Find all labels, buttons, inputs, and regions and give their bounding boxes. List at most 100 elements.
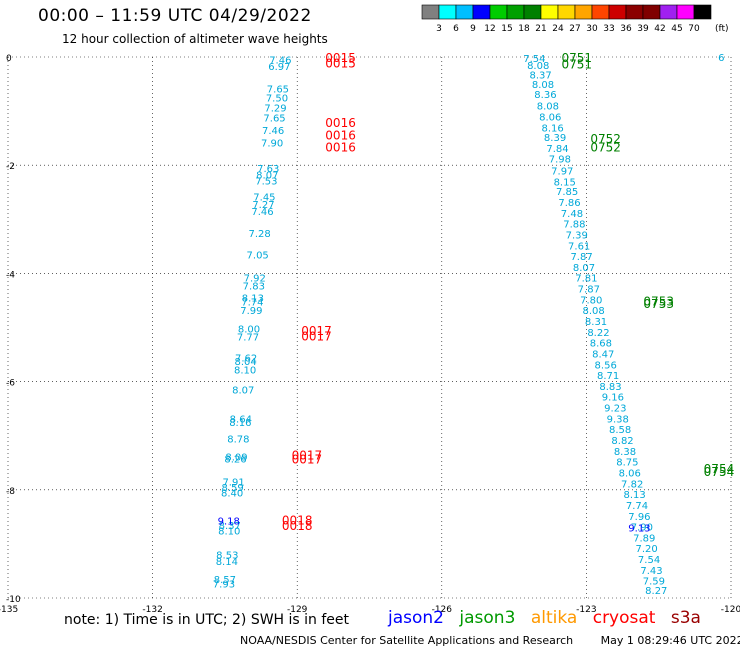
data-point-label: 7.48 [561, 209, 583, 220]
data-point-label: 7.54 [638, 555, 660, 566]
time-label: 0016 [325, 140, 356, 154]
colorbar-label: 3 [436, 24, 442, 34]
data-point-label: 7.77 [237, 333, 259, 344]
data-point-label: 7.99 [240, 306, 262, 317]
colorbar-label: 39 [637, 24, 649, 34]
time-label: 0753 [643, 297, 674, 311]
data-point-label: 7.59 [643, 577, 665, 588]
data-point-label: 7.96 [628, 512, 650, 523]
data-point-label: 9.16 [602, 393, 624, 404]
data-point-label: 7.74 [626, 501, 648, 512]
footer-date: May 1 08:29:46 UTC 2022 [600, 634, 740, 647]
time-label: 0754 [704, 462, 735, 476]
data-point-label: 8.08 [532, 80, 554, 91]
x-tick-label: -132 [142, 605, 162, 615]
data-point-label: 9.23 [604, 404, 626, 415]
note-text: note: 1) Time is in UTC; 2) SWH is in fe… [64, 612, 350, 628]
data-point-label: 8.78 [227, 434, 249, 445]
data-point-label: 7.83 [243, 281, 265, 292]
data-point-label: 8.37 [219, 521, 241, 532]
data-point-label: 6 [718, 53, 724, 64]
data-point-label: 6.97 [268, 62, 290, 73]
data-point-label: 7.28 [248, 229, 270, 240]
data-point-label: 7.97 [551, 167, 573, 178]
footer-org: NOAA/NESDIS Center for Satellite Applica… [240, 634, 574, 647]
data-point-label: 8.06 [619, 468, 641, 479]
data-point-label: 7.45 [253, 193, 275, 204]
data-point-label: 7.87 [578, 285, 600, 296]
data-point-label: 8.26 [224, 454, 246, 465]
color-scale-bar: 3 6 9 12 15 18 21 24 27 30 33 36 39 42 45 70 (ft) [421, 4, 729, 34]
data-point-label: 7.85 [556, 187, 578, 198]
data-point-label: 8.16 [229, 418, 251, 429]
data-point-label: 7.27 [252, 200, 274, 211]
y-tick-label: -2 [6, 162, 15, 172]
data-point-label: 8.08 [537, 102, 559, 113]
data-point-label: 8.39 [544, 133, 566, 144]
data-point-label: 8.59 [221, 483, 243, 494]
data-point-label: 7.88 [563, 220, 585, 231]
data-point-label: 8.22 [587, 328, 609, 339]
data-point-label: 7.81 [575, 274, 597, 285]
data-point-label: 8.08 [527, 61, 549, 72]
data-point-label: 7.62 [235, 353, 257, 364]
data-point-label: 8.13 [242, 294, 264, 305]
chart-subtitle: 12 hour collection of altimeter wave hei… [62, 32, 328, 46]
data-point-label: 8.13 [623, 490, 645, 501]
data-point-label: 7.90 [261, 138, 283, 149]
legend-cryosat: cryosat [592, 608, 656, 628]
data-point-label: 7.65 [267, 84, 289, 95]
satellite-legend: jason2 jason3 altika cryosat s3a [388, 608, 711, 628]
time-label: 0018 [282, 514, 313, 528]
colorbar-label: 24 [552, 24, 564, 34]
chart-title: 00:00 – 11:59 UTC 04/29/2022 [38, 6, 312, 26]
y-tick-label: -6 [6, 379, 15, 389]
data-point-label: 7.63 [257, 164, 279, 175]
data-point-label: 7.87 [570, 252, 592, 263]
data-point-label: 7.98 [549, 155, 571, 166]
colorbar-label: 33 [603, 24, 614, 34]
colorbar-swatch [693, 4, 712, 20]
time-label: 0016 [325, 128, 356, 142]
data-point-label: 7.39 [566, 230, 588, 241]
data-point-label: 7.46 [251, 207, 273, 218]
time-label: 0751 [561, 57, 592, 71]
data-point-label: 8.71 [597, 371, 619, 382]
data-point-label: 7.46 [269, 56, 291, 67]
time-label: 0752 [590, 132, 621, 146]
colorbar-label: 42 [654, 24, 665, 34]
data-point-label: 7.90 [631, 523, 653, 534]
data-point-label: 8.53 [216, 551, 238, 562]
y-tick-label: -8 [6, 487, 15, 497]
data-point-label: 8.38 [614, 447, 636, 458]
colorbar-label: 9 [470, 24, 476, 34]
colorbar-label: 18 [518, 24, 530, 34]
data-point-label: 8.36 [534, 90, 556, 101]
data-point-label: 7.50 [266, 94, 288, 105]
x-tick-label: -120 [721, 605, 740, 615]
data-point-label: 8.83 [599, 382, 621, 393]
data-point-label: 7.53 [255, 176, 277, 187]
legend-jason2: jason2 [388, 608, 444, 628]
data-point-label: 7.91 [222, 478, 244, 489]
legend-jason3: jason3 [459, 608, 516, 628]
time-label: 0015 [325, 56, 356, 70]
data-point-label: 7.84 [546, 144, 568, 155]
data-point-label: 7.46 [262, 126, 284, 137]
time-label: 0017 [301, 330, 332, 344]
colorbar-unit: (ft) [715, 24, 729, 34]
data-point-label: 8.16 [542, 123, 564, 134]
data-point-label: 8.08 [582, 306, 604, 317]
data-point-label: 8.07 [573, 263, 595, 274]
footer-credit: NOAA/NESDIS Center for Satellite Applica… [240, 634, 740, 647]
data-point-label: 8.06 [539, 113, 561, 124]
time-label: 0015 [325, 51, 356, 65]
colorbar-label: 21 [535, 24, 546, 34]
data-point-label: 9.13 [628, 524, 650, 535]
data-point-label: 8.00 [238, 325, 260, 336]
data-point-label: 8.75 [616, 458, 638, 469]
legend-s3a: s3a [670, 608, 701, 628]
time-label: 0017 [301, 324, 332, 338]
colorbar-label: 12 [484, 24, 495, 34]
time-label: 0751 [561, 51, 592, 65]
